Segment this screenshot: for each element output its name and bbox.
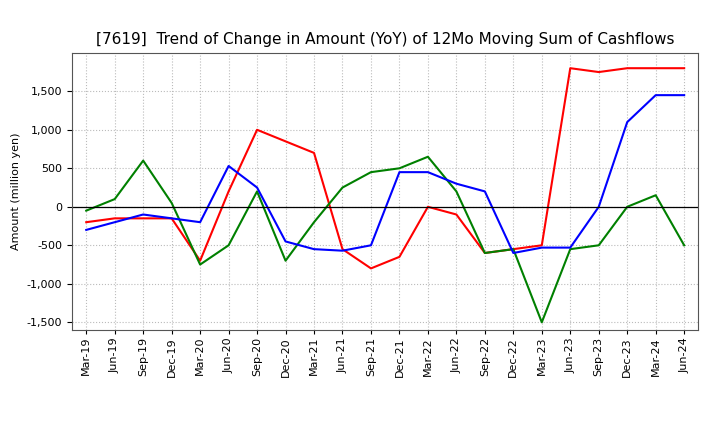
Operating Cashflow: [566, 66, 575, 71]
Investing Cashflow: [509, 246, 518, 252]
Investing Cashflow: [167, 200, 176, 205]
Free Cashflow: [310, 246, 318, 252]
Operating Cashflow: [110, 216, 119, 221]
Free Cashflow: [395, 169, 404, 175]
Y-axis label: Amount (million yen): Amount (million yen): [12, 132, 21, 250]
Investing Cashflow: [310, 220, 318, 225]
Free Cashflow: [423, 169, 432, 175]
Investing Cashflow: [652, 193, 660, 198]
Investing Cashflow: [110, 196, 119, 202]
Investing Cashflow: [82, 208, 91, 213]
Free Cashflow: [452, 181, 461, 186]
Investing Cashflow: [282, 258, 290, 263]
Free Cashflow: [652, 92, 660, 98]
Operating Cashflow: [652, 66, 660, 71]
Operating Cashflow: [139, 216, 148, 221]
Operating Cashflow: [395, 254, 404, 260]
Operating Cashflow: [509, 246, 518, 252]
Investing Cashflow: [253, 189, 261, 194]
Free Cashflow: [196, 220, 204, 225]
Free Cashflow: [680, 92, 688, 98]
Free Cashflow: [566, 245, 575, 250]
Operating Cashflow: [225, 189, 233, 194]
Investing Cashflow: [196, 262, 204, 267]
Free Cashflow: [480, 189, 489, 194]
Investing Cashflow: [623, 204, 631, 209]
Free Cashflow: [282, 239, 290, 244]
Investing Cashflow: [537, 319, 546, 325]
Investing Cashflow: [680, 242, 688, 248]
Free Cashflow: [253, 185, 261, 190]
Investing Cashflow: [338, 185, 347, 190]
Free Cashflow: [225, 163, 233, 169]
Investing Cashflow: [566, 246, 575, 252]
Operating Cashflow: [82, 220, 91, 225]
Operating Cashflow: [423, 204, 432, 209]
Investing Cashflow: [366, 169, 375, 175]
Free Cashflow: [623, 119, 631, 125]
Free Cashflow: [82, 227, 91, 232]
Operating Cashflow: [537, 242, 546, 248]
Line: Operating Cashflow: Operating Cashflow: [86, 68, 684, 268]
Operating Cashflow: [338, 246, 347, 252]
Line: Investing Cashflow: Investing Cashflow: [86, 157, 684, 322]
Operating Cashflow: [167, 216, 176, 221]
Operating Cashflow: [452, 212, 461, 217]
Free Cashflow: [595, 204, 603, 209]
Free Cashflow: [139, 212, 148, 217]
Investing Cashflow: [480, 250, 489, 256]
Investing Cashflow: [452, 189, 461, 194]
Line: Free Cashflow: Free Cashflow: [86, 95, 684, 253]
Operating Cashflow: [480, 250, 489, 256]
Free Cashflow: [110, 220, 119, 225]
Free Cashflow: [537, 245, 546, 250]
Free Cashflow: [167, 216, 176, 221]
Operating Cashflow: [366, 266, 375, 271]
Free Cashflow: [509, 250, 518, 256]
Investing Cashflow: [225, 242, 233, 248]
Operating Cashflow: [253, 127, 261, 132]
Operating Cashflow: [196, 258, 204, 263]
Investing Cashflow: [139, 158, 148, 163]
Investing Cashflow: [395, 165, 404, 171]
Title: [7619]  Trend of Change in Amount (YoY) of 12Mo Moving Sum of Cashflows: [7619] Trend of Change in Amount (YoY) o…: [96, 33, 675, 48]
Operating Cashflow: [623, 66, 631, 71]
Operating Cashflow: [595, 70, 603, 75]
Free Cashflow: [366, 242, 375, 248]
Investing Cashflow: [595, 242, 603, 248]
Investing Cashflow: [423, 154, 432, 159]
Operating Cashflow: [282, 139, 290, 144]
Free Cashflow: [338, 248, 347, 253]
Operating Cashflow: [680, 66, 688, 71]
Operating Cashflow: [310, 150, 318, 156]
